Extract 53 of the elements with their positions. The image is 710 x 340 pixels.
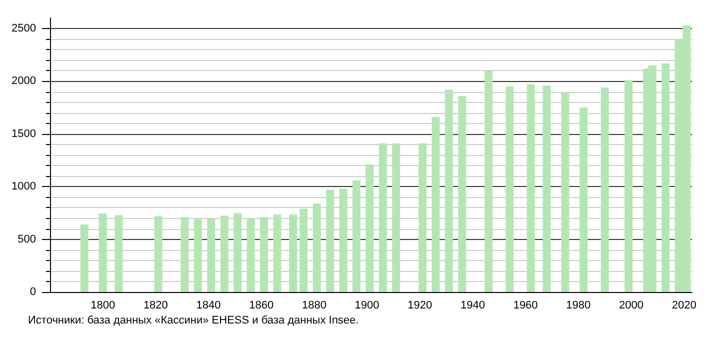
bar <box>600 88 609 292</box>
bar <box>352 180 360 292</box>
bar <box>246 218 255 292</box>
x-tick-label: 1980 <box>566 300 591 312</box>
y-tick-label: 2500 <box>12 22 36 35</box>
bar <box>484 70 493 292</box>
bar <box>98 213 107 292</box>
bar <box>542 85 551 292</box>
bar <box>312 203 321 292</box>
x-tick-label: 1820 <box>143 300 168 312</box>
bar <box>506 86 514 292</box>
bar <box>662 63 670 292</box>
bar <box>458 96 466 292</box>
x-tick-label: 1840 <box>196 300 221 312</box>
bar <box>378 143 387 292</box>
bar <box>339 188 348 292</box>
y-tick-label: 1000 <box>12 180 36 193</box>
bar <box>180 217 189 292</box>
bar <box>444 90 453 292</box>
bar <box>273 214 282 292</box>
bar <box>418 143 427 292</box>
bar <box>260 217 268 292</box>
x-tick-label: 1860 <box>249 300 274 312</box>
bar <box>154 216 162 292</box>
x-tick-label: 1920 <box>408 300 432 312</box>
bar <box>300 208 308 292</box>
x-tick-label: 1800 <box>90 300 116 312</box>
y-tick-label: 0 <box>30 286 36 298</box>
x-tick-label: 1940 <box>460 300 485 312</box>
y-tick-label: 1500 <box>12 128 36 140</box>
y-tick-label: 2000 <box>12 75 36 88</box>
bar <box>80 224 88 292</box>
bar <box>326 190 334 292</box>
x-tick-label: 1960 <box>513 300 538 312</box>
bar <box>526 84 535 292</box>
bar <box>234 212 242 292</box>
bar <box>561 92 570 292</box>
x-tick-label: 2000 <box>618 300 644 312</box>
bar <box>207 218 216 292</box>
bar <box>220 216 228 292</box>
bar <box>432 117 440 292</box>
bar <box>392 143 400 292</box>
text: Источники: база данных «Кассини» EHESS и база данных Insee. <box>28 314 359 326</box>
bar <box>289 214 298 292</box>
bar <box>194 219 202 292</box>
y-tick-label: 500 <box>18 233 36 246</box>
bar <box>114 215 123 292</box>
x-tick-label: 2020 <box>672 300 696 312</box>
x-tick-label: 1900 <box>354 300 380 312</box>
bar <box>580 108 588 292</box>
bar <box>624 80 633 292</box>
bar <box>366 164 374 292</box>
x-tick-label: 1880 <box>302 300 326 312</box>
